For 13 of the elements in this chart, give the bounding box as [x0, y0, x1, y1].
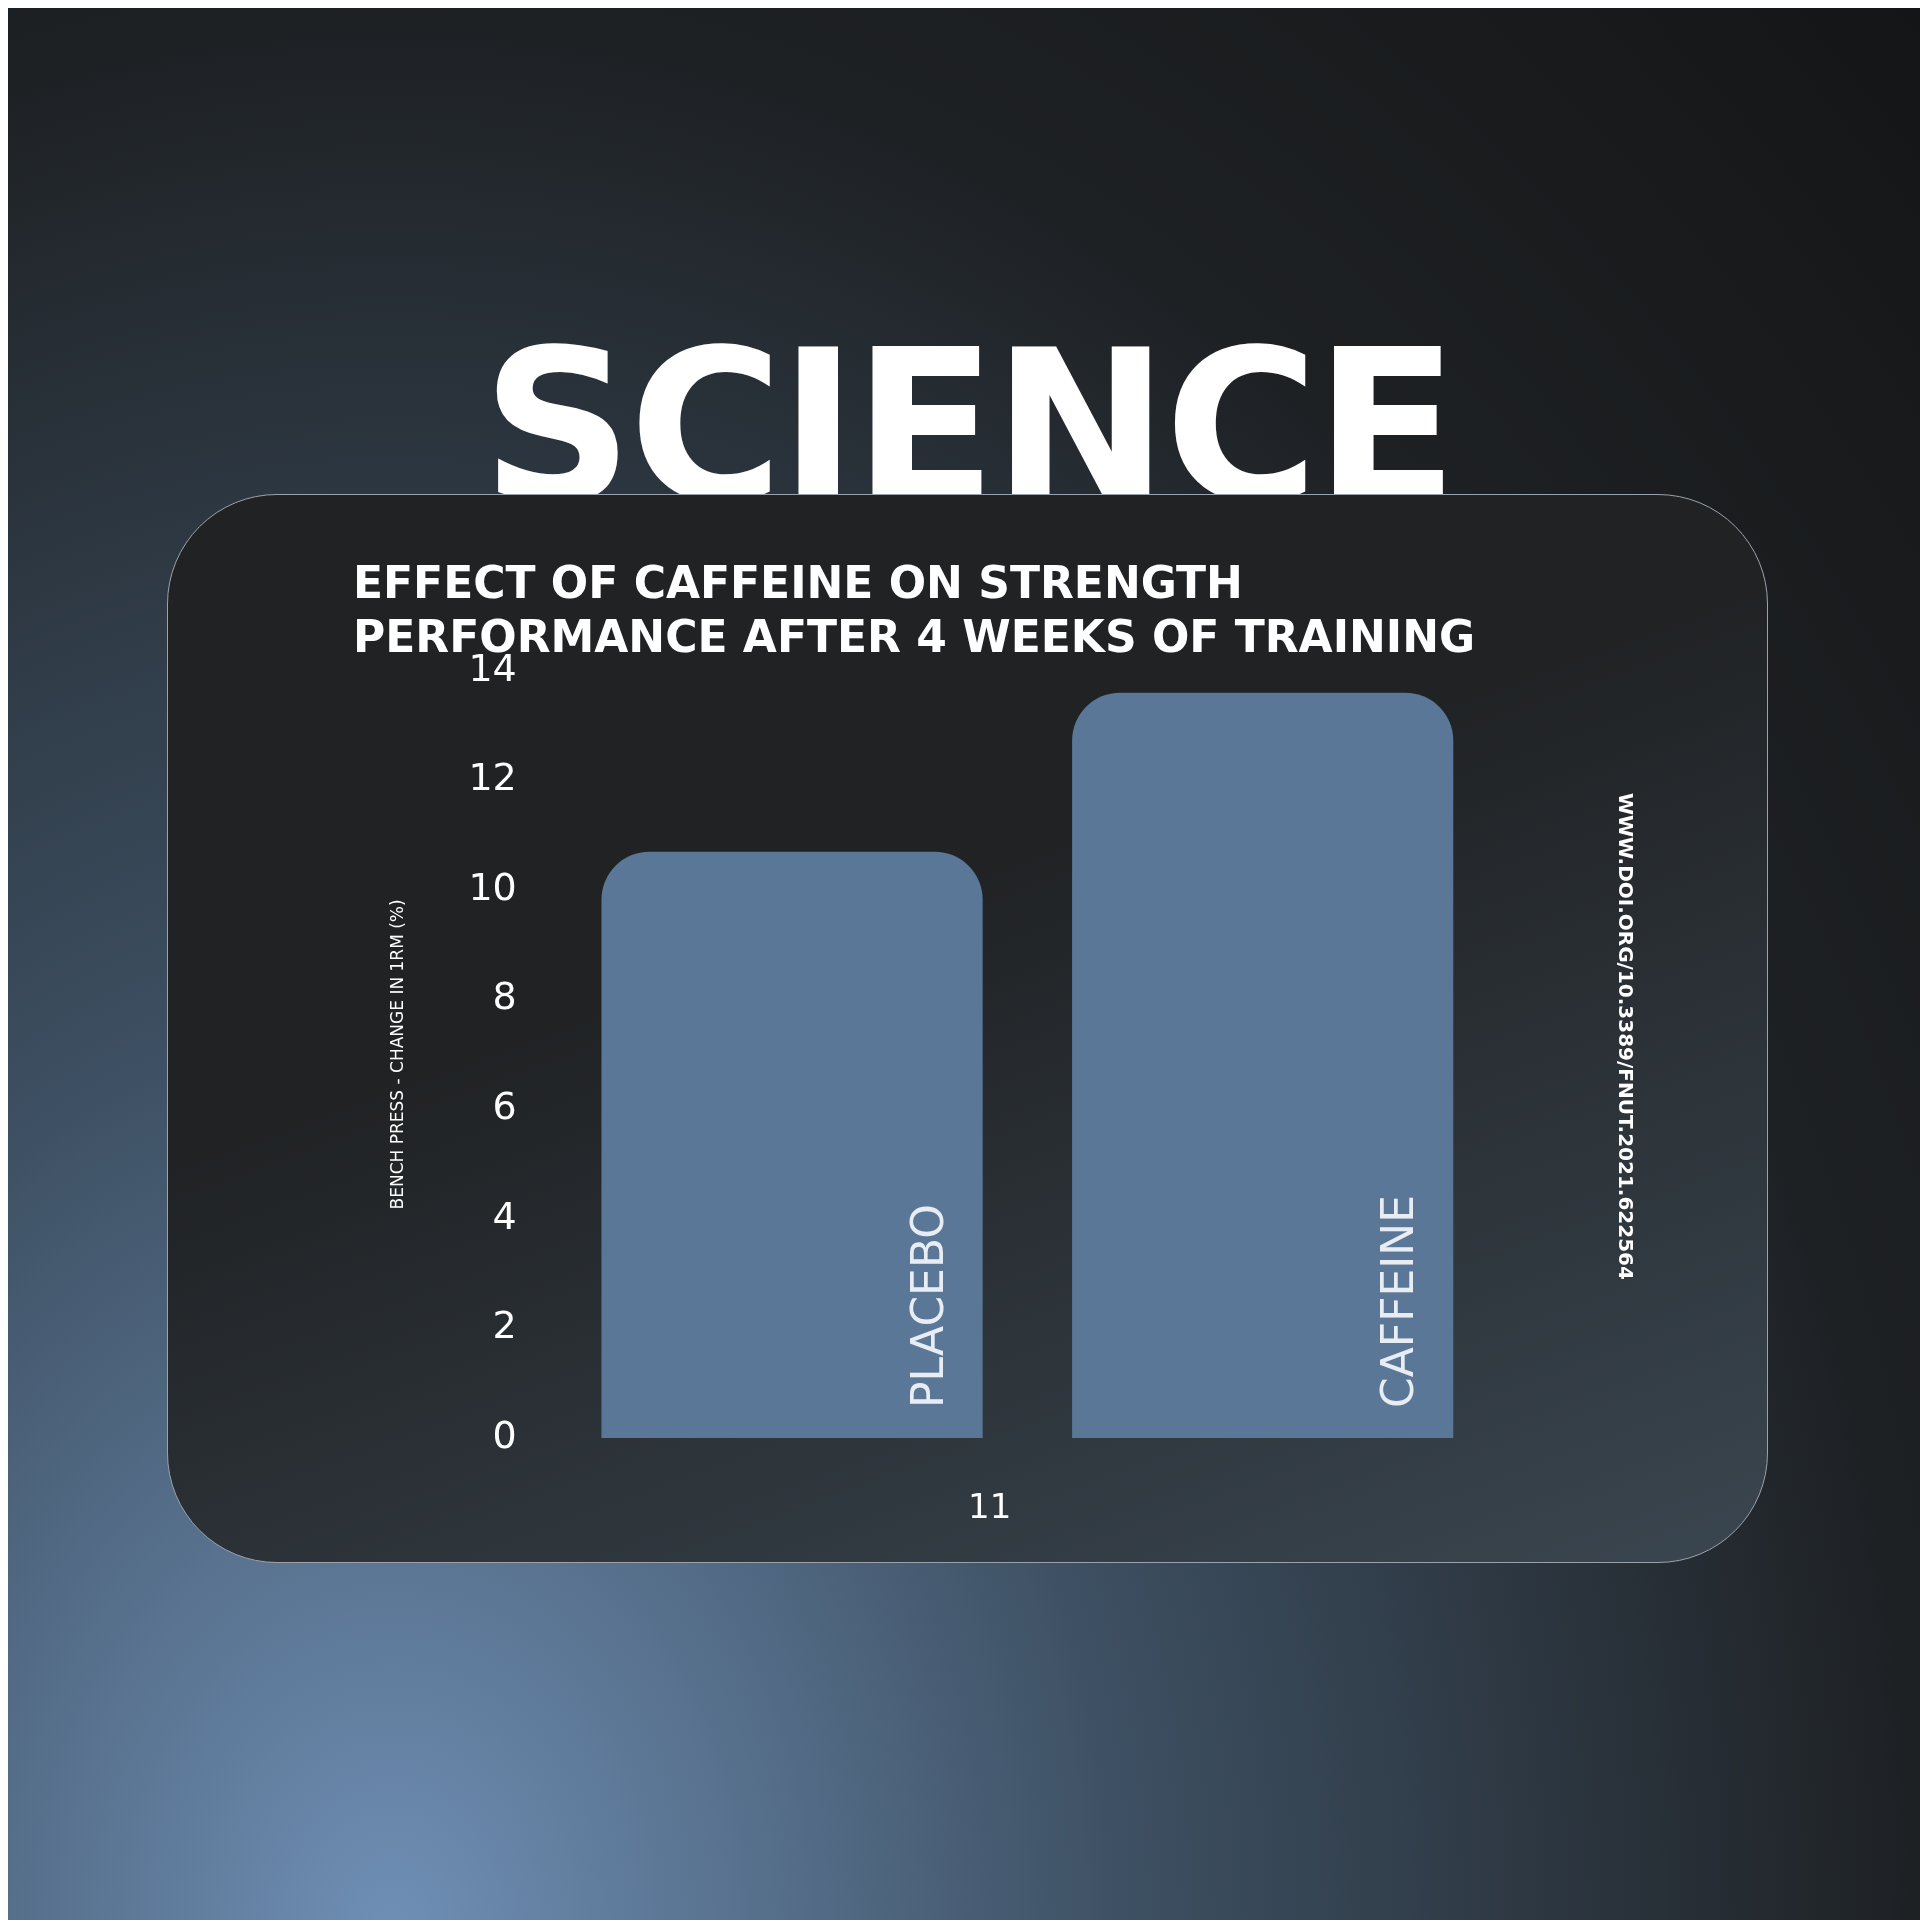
y-tick-label: 6 [492, 1084, 517, 1129]
x-tick-label: CAFFEINE [1372, 1195, 1424, 1408]
annotation: WWW.DOI.ORG/10.3389/FNUT.2021.622564 [1614, 793, 1638, 1280]
chart-title: SCIENCE [480, 305, 1456, 550]
y-tick-label: 4 [492, 1193, 517, 1238]
y-tick-label: 2 [492, 1303, 517, 1348]
y-tick-label: 12 [468, 755, 517, 800]
y-tick-label: 10 [468, 864, 517, 909]
text: 11 [968, 1486, 1012, 1526]
y-tick-label: 8 [492, 974, 517, 1019]
y-axis-title: BENCH PRESS - CHANGE IN 1RM (%) [386, 899, 407, 1210]
x-tick-label: PLACEBO [901, 1204, 953, 1408]
y-tick-label: 0 [492, 1412, 517, 1457]
